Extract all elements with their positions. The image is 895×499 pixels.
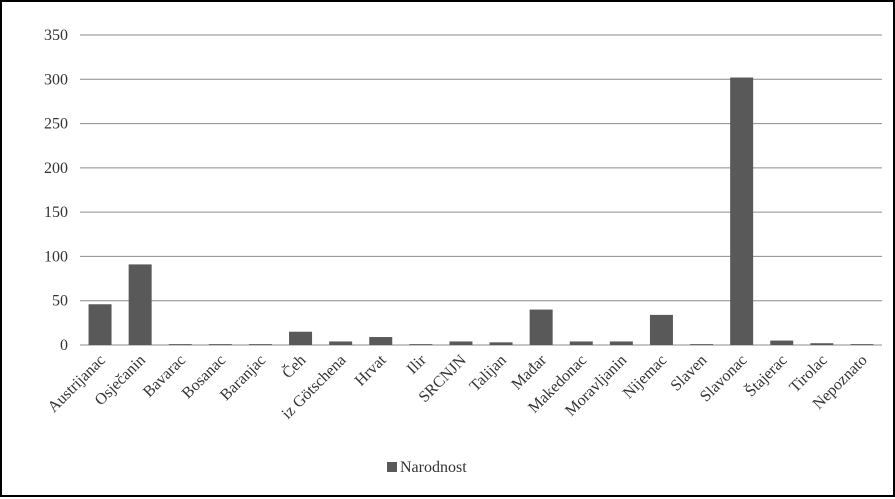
bar [208,344,232,345]
bars [88,77,874,345]
bar [810,343,834,345]
bar [489,342,513,345]
y-tick-label: 250 [44,116,68,133]
y-tick-label: 0 [60,337,68,354]
y-tick-label: 150 [44,204,68,221]
y-tick-label: 200 [44,160,68,177]
x-tick-label: Štajerac [741,350,791,400]
bar [690,344,714,345]
y-axis-ticks: 0 50 100 150 200 250 300 350 [44,27,68,354]
bar [850,344,874,345]
bar [569,341,593,345]
bar [128,264,152,345]
bar [409,344,433,345]
x-tick-label: Ilir [404,351,430,377]
bar [168,344,192,345]
bar [88,304,112,345]
bar [770,340,794,345]
gridlines [80,34,882,346]
bar [609,341,633,345]
bar [529,309,553,345]
bar [649,314,673,345]
x-tick-label: Austrijanac [45,352,109,416]
y-tick-label: 100 [44,248,68,265]
x-tick-label: Čeh [278,350,310,382]
y-tick-label: 50 [52,293,68,310]
bar [329,341,353,345]
y-tick-label: 350 [44,27,68,44]
bar [248,344,272,345]
legend: Narodnost [387,459,467,476]
bar [289,331,313,345]
y-tick-label: 300 [44,71,68,88]
legend-label: Narodnost [400,459,467,476]
bar [369,337,393,345]
bar [449,341,473,345]
x-tick-label: Hrvat [352,351,390,389]
x-axis-labels: AustrijanacOsječaninBavaracBosanacBaranj… [45,350,871,422]
x-tick-label: Nijemac [620,352,670,402]
legend-swatch [387,462,397,472]
bar [730,77,754,345]
x-tick-label: Talijan [467,352,510,395]
